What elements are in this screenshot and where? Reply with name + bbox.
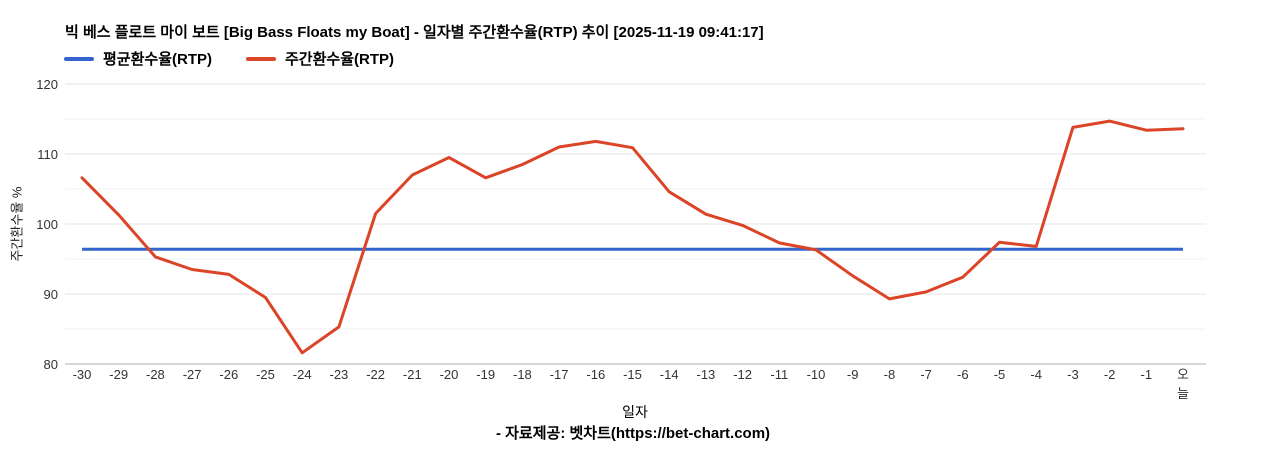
x-tick-label: -10	[807, 367, 826, 382]
x-tick-label: -20	[440, 367, 459, 382]
x-tick-label: -23	[330, 367, 349, 382]
x-tick-label: -8	[884, 367, 896, 382]
x-tick-label: -19	[476, 367, 495, 382]
x-tick-label: -24	[293, 367, 312, 382]
x-tick-label: -25	[256, 367, 275, 382]
x-tick-label: -6	[957, 367, 969, 382]
x-tick-label: -27	[183, 367, 202, 382]
y-tick-label: 80	[44, 357, 58, 372]
x-tick-label: -3	[1067, 367, 1079, 382]
x-tick-label: -30	[73, 367, 92, 382]
y-tick-label: 120	[36, 77, 58, 92]
y-tick-label: 100	[36, 217, 58, 232]
weekly-rtp-line	[80, 119, 1185, 355]
x-tick-label: -11	[770, 367, 788, 382]
x-tick-label: -9	[847, 367, 859, 382]
legend-item-weekly: 주간환수율(RTP)	[246, 48, 394, 69]
data-source-credit: - 자료제공: 벳차트(https://bet-chart.com)	[495, 425, 771, 442]
legend-swatch-average	[64, 56, 94, 61]
legend: 평균환수율(RTP) 주간환수율(RTP)	[64, 48, 394, 69]
x-tick-label: -2	[1104, 367, 1116, 382]
legend-label-weekly: 주간환수율(RTP)	[285, 51, 394, 68]
x-tick-label: -18	[513, 367, 532, 382]
legend-item-average: 평균환수율(RTP)	[64, 48, 212, 69]
x-tick-label: -15	[623, 367, 642, 382]
x-tick-label: -13	[697, 367, 716, 382]
x-tick-label: -28	[146, 367, 165, 382]
legend-swatch-weekly	[246, 56, 276, 61]
x-tick-label: -7	[920, 367, 932, 382]
x-tick-label: -26	[219, 367, 238, 382]
x-axis-title: 일자	[622, 404, 648, 420]
y-tick-label: 110	[37, 147, 58, 162]
x-tick-label: -1	[1141, 367, 1153, 382]
x-tick-label: -5	[994, 367, 1006, 382]
x-tick-label: -4	[1030, 367, 1042, 382]
y-tick-label: 90	[44, 287, 58, 302]
legend-label-average: 평균환수율(RTP)	[103, 51, 212, 68]
x-tick-label: -22	[366, 367, 385, 382]
x-tick-label: -14	[660, 367, 679, 382]
x-tick-label: -29	[109, 367, 128, 382]
x-tick-label: -17	[550, 367, 569, 382]
x-tick-label: -12	[733, 367, 752, 382]
chart-title: 빅 베스 플로트 마이 보트 [Big Bass Floats my Boat]…	[65, 24, 764, 41]
x-tick-label: -21	[403, 367, 422, 382]
x-tick-label: -16	[586, 367, 605, 382]
